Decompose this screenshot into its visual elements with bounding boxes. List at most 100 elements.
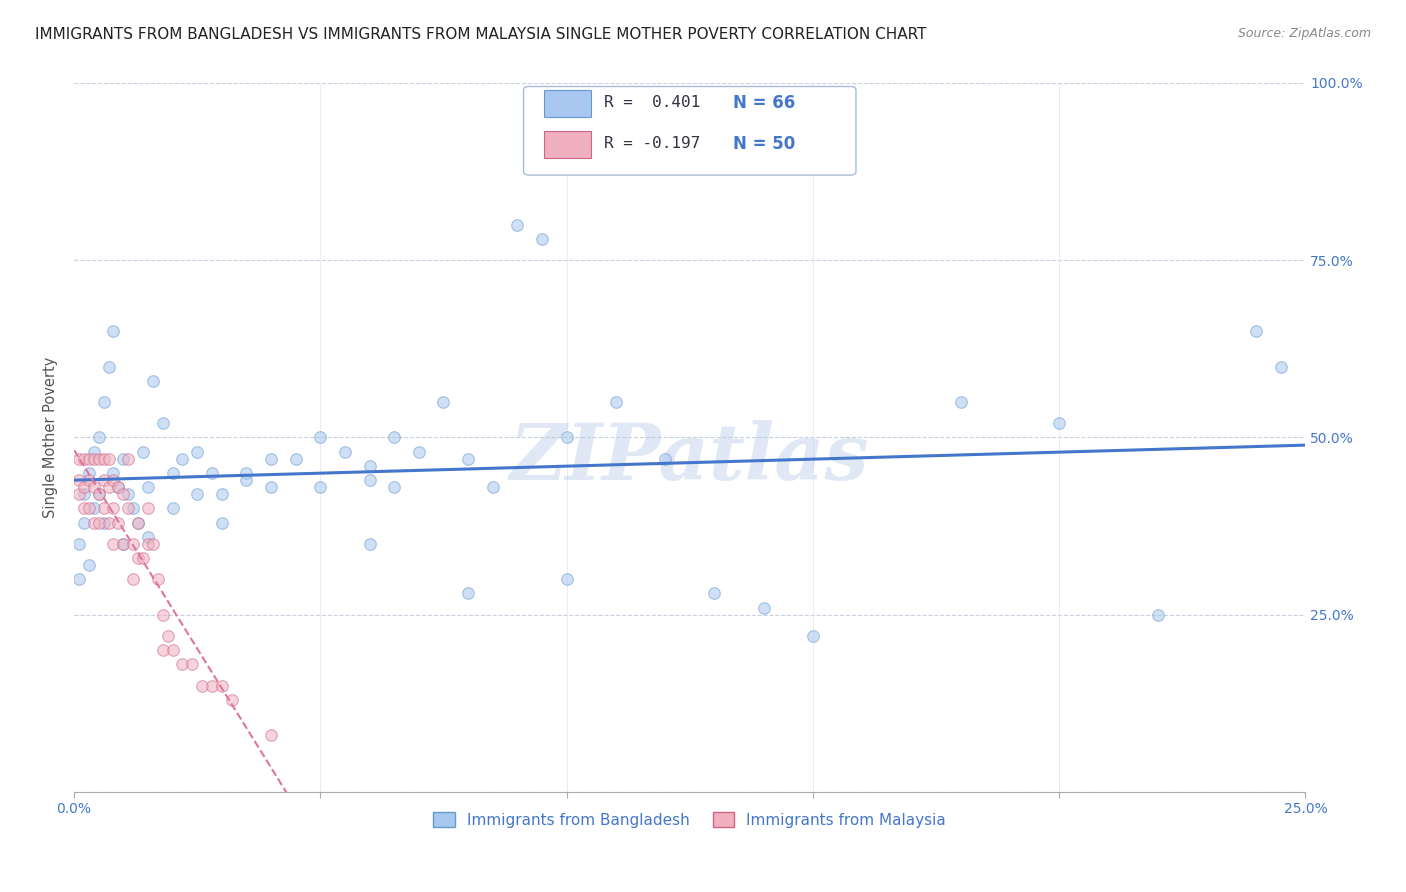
Point [136,501,159,516]
Point [1146,607,1168,622]
Point [87,430,110,444]
FancyBboxPatch shape [523,87,856,175]
Point [359,473,381,487]
Y-axis label: Single Mother Poverty: Single Mother Poverty [44,357,58,518]
Point [97,516,120,530]
Point [77,501,100,516]
Point [457,451,479,466]
Point [107,480,129,494]
Point [87,487,110,501]
Point [359,458,381,473]
Point [284,451,307,466]
Point [260,480,283,494]
Point [136,537,159,551]
FancyBboxPatch shape [544,90,592,117]
Point [136,480,159,494]
Point [162,501,184,516]
Point [83,501,105,516]
Text: N = 66: N = 66 [733,94,794,112]
Point [127,516,149,530]
Point [112,537,135,551]
Point [103,473,125,487]
Point [201,466,224,480]
Point [93,516,115,530]
Point [77,466,100,480]
Point [112,487,135,501]
Point [309,430,332,444]
Point [73,516,96,530]
Point [67,473,90,487]
Legend: Immigrants from Bangladesh, Immigrants from Malaysia: Immigrants from Bangladesh, Immigrants f… [427,806,952,834]
Point [949,395,972,409]
Point [93,451,115,466]
Point [87,516,110,530]
Point [117,451,139,466]
Point [186,444,208,458]
Point [112,537,135,551]
Point [73,487,96,501]
FancyBboxPatch shape [544,131,592,158]
Point [77,473,100,487]
Point [122,501,145,516]
Point [703,586,725,600]
Point [132,551,155,566]
Point [457,586,479,600]
Point [186,487,208,501]
Point [67,572,90,586]
Point [103,501,125,516]
Text: Source: ZipAtlas.com: Source: ZipAtlas.com [1237,27,1371,40]
Point [107,516,129,530]
Text: R =  0.401: R = 0.401 [603,95,700,111]
Point [73,501,96,516]
Point [382,480,405,494]
Point [67,537,90,551]
Point [122,572,145,586]
Point [146,572,169,586]
Point [97,480,120,494]
Point [83,451,105,466]
Point [152,643,174,657]
Text: N = 50: N = 50 [733,135,794,153]
Point [122,537,145,551]
Point [408,444,430,458]
Point [103,466,125,480]
Point [555,430,578,444]
Point [530,232,553,246]
Point [67,451,90,466]
Point [103,537,125,551]
Point [1270,359,1292,374]
Point [654,451,676,466]
Point [77,451,100,466]
Point [211,679,233,693]
Point [83,444,105,458]
Text: IMMIGRANTS FROM BANGLADESH VS IMMIGRANTS FROM MALAYSIA SINGLE MOTHER POVERTY COR: IMMIGRANTS FROM BANGLADESH VS IMMIGRANTS… [35,27,927,42]
Point [162,466,184,480]
Point [97,451,120,466]
Point [93,473,115,487]
Point [132,444,155,458]
Point [117,487,139,501]
Point [235,466,257,480]
Text: R = -0.197: R = -0.197 [603,136,700,151]
Point [93,395,115,409]
Point [235,473,257,487]
Point [481,480,503,494]
Point [211,487,233,501]
Point [172,451,194,466]
Point [87,487,110,501]
Point [181,657,204,672]
Point [77,558,100,572]
Point [221,693,243,707]
Point [260,451,283,466]
Point [73,451,96,466]
Point [142,537,165,551]
Point [1047,417,1070,431]
Point [752,600,775,615]
Point [201,679,224,693]
Point [211,516,233,530]
Point [117,501,139,516]
Point [127,516,149,530]
Point [136,530,159,544]
Point [152,417,174,431]
Point [801,629,824,643]
